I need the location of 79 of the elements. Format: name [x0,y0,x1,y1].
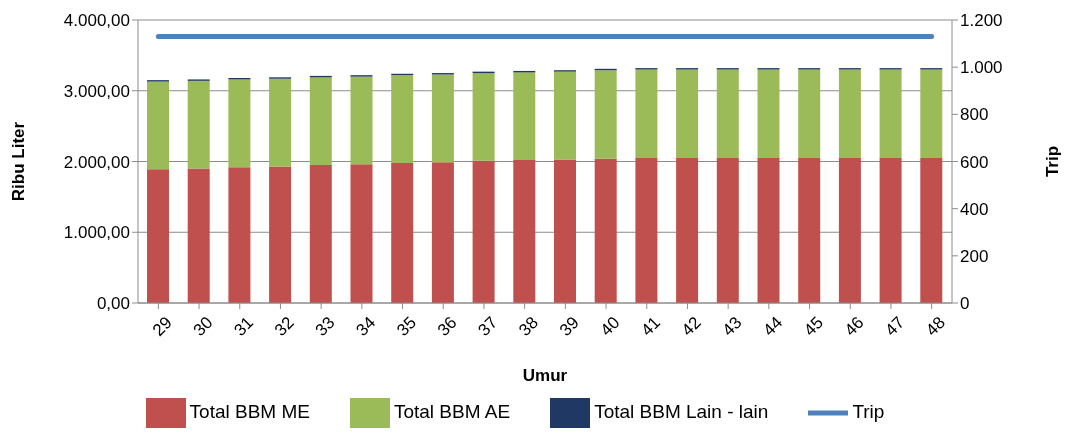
y2-tick-label: 200 [960,246,989,266]
bar [228,167,251,303]
y-tick-label: 4.000,00 [63,11,130,31]
legend-label: Total BBM ME [189,401,310,423]
y2-tick-label: 0 [960,294,970,314]
y-tick-label: 3.000,00 [63,81,130,101]
bar [391,75,414,163]
y-axis-title: Ribu Liter [9,121,29,202]
bar [147,169,169,303]
bar [635,157,658,303]
bar [838,69,861,158]
x-tick-label: 37 [474,312,502,340]
y-tick-label: 0,00 [96,294,130,314]
bar [513,160,536,303]
x-tick-label: 33 [311,312,339,340]
x-tick-label: 48 [922,312,950,340]
x-tick-label: 30 [189,312,217,340]
bar [309,77,332,166]
bar [350,164,373,303]
bar [635,69,658,158]
x-tick-label: 42 [678,312,705,340]
x-tick-label: 39 [555,312,583,340]
bar [920,69,943,158]
x-tick-label: 46 [840,312,868,340]
x-tick-label: 43 [718,312,746,340]
bar [350,76,373,165]
x-tick-label: 29 [148,312,176,340]
bar [676,157,699,303]
x-tick-label: 44 [759,312,787,340]
x-tick-label: 32 [271,312,298,340]
bar [269,78,292,167]
bar [309,165,332,303]
bar [554,71,576,160]
x-tick-label: 38 [515,312,543,340]
x-tick-label: 45 [800,312,827,340]
bar [879,157,902,303]
y2-tick-label: 800 [960,105,989,125]
bar [594,158,617,303]
x-tick-label: 35 [393,312,420,340]
bar [431,74,454,163]
bar [676,69,699,158]
y2-axis-title: Trip [1043,145,1063,178]
y-tick-label: 1.000,00 [63,223,130,243]
y2-tick-label: 600 [960,152,989,172]
bar [594,70,617,159]
x-tick-label: 41 [637,312,665,340]
bar [757,69,780,158]
legend-label: Total BBM Lain - lain [594,401,769,423]
bar [513,72,536,161]
x-axis-title: Umur [522,366,568,385]
x-tick-label: 31 [230,312,258,340]
bar [920,157,943,303]
bar [798,69,821,158]
bar [838,157,861,303]
y2-tick-label: 1.000 [960,58,1003,78]
x-tick-label: 40 [596,312,624,340]
x-tick-label: 36 [433,312,461,340]
bar [472,160,495,303]
bar [187,168,210,303]
bar [187,80,210,169]
bar [798,157,821,303]
x-tick-label: 47 [881,312,909,340]
bar [269,166,292,303]
bar [431,162,454,303]
bar [879,69,902,158]
bar [472,73,495,161]
bar [716,69,739,158]
y-tick-label: 2.000,00 [63,152,130,172]
bar [716,157,739,303]
y2-tick-label: 1.200 [960,11,1003,31]
legend-label: Total BBM AE [393,401,511,423]
bar [228,79,251,168]
y2-tick-label: 400 [960,199,989,219]
bar [554,159,576,303]
legend-label: Trip [852,401,885,423]
bar [757,157,780,303]
x-tick-label: 34 [352,312,380,340]
bar [391,162,414,303]
bar [147,81,169,170]
